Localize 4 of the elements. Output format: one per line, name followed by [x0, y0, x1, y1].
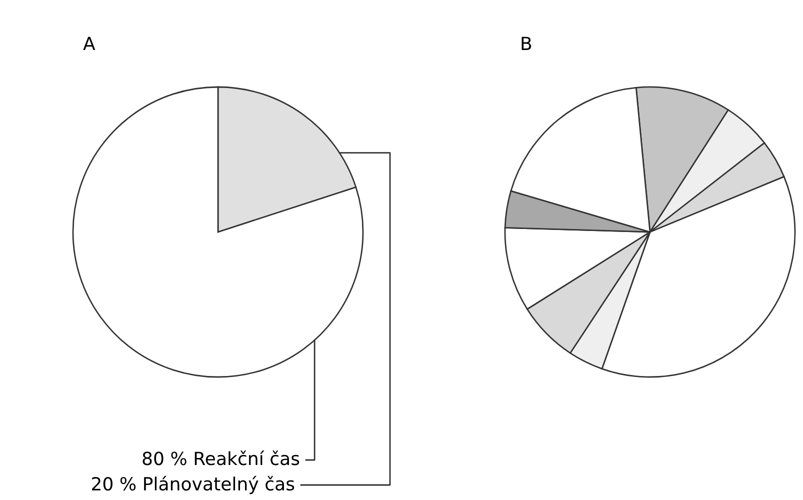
chart-title: B — [522, 36, 532, 50]
slice-label: 20 % Plánovatelný čas — [92, 476, 294, 494]
chart-title: A — [83, 36, 96, 50]
slice-label: 80 % Reakční čas — [142, 450, 300, 466]
